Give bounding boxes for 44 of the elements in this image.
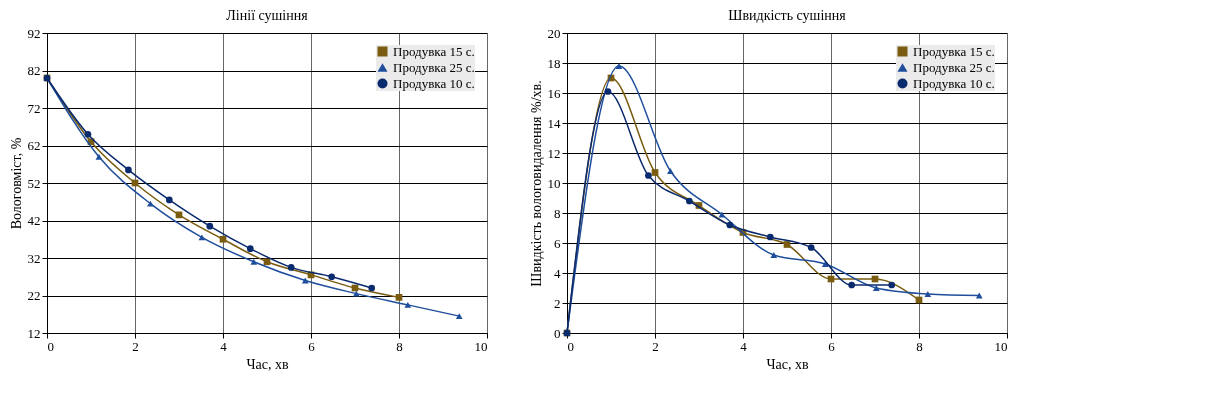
y-tick-label: 42 — [27, 213, 41, 228]
y-tick-label: 4 — [554, 265, 561, 281]
legend-label: Продувка 10 с. — [913, 75, 995, 91]
y-tick-label: 52 — [27, 175, 41, 191]
x-tick-label: 6 — [828, 338, 836, 354]
y-tick-label: 10 — [547, 175, 561, 191]
y-tick-label: 92 — [27, 25, 41, 41]
legend-label: Продувка 10 с. — [393, 75, 475, 91]
y-tick-label: 14 — [547, 115, 561, 131]
x-axis-title: Час, хв — [766, 356, 809, 372]
y-tick-label: 18 — [547, 55, 561, 71]
legend-label: Продувка 25 с. — [913, 59, 995, 75]
y-tick-label: 12 — [547, 145, 561, 161]
y-tick-label: 6 — [554, 235, 561, 251]
x-tick-label: 4 — [220, 338, 228, 354]
y-tick-label: 72 — [27, 100, 41, 116]
y-tick-label: 32 — [27, 250, 41, 266]
legend-label: Продувка 15 с. — [913, 43, 995, 59]
y-tick-label: 8 — [554, 205, 561, 221]
x-tick-label: 0 — [47, 338, 54, 354]
y-tick-label: 2 — [554, 295, 561, 311]
x-tick-label: 8 — [916, 338, 923, 354]
y-axis-title: Швидкість вологовидалення %/хв. — [528, 80, 544, 287]
legend-label: Продувка 15 с. — [393, 43, 475, 59]
y-tick-label: 12 — [27, 325, 41, 341]
x-tick-label: 8 — [396, 338, 403, 354]
y-axis-title: Вологовміст, % — [8, 137, 24, 230]
x-tick-label: 10 — [474, 338, 488, 354]
legend-label: Продувка 25 с. — [393, 59, 475, 75]
y-tick-label: 16 — [547, 85, 561, 101]
x-tick-label: 6 — [308, 338, 316, 354]
y-tick-label: 82 — [27, 63, 41, 78]
chart-title: Швидкість сушіння — [728, 8, 847, 23]
y-tick-label: 20 — [547, 25, 561, 41]
x-tick-label: 2 — [652, 338, 659, 354]
chart-title: Лінії сушіння — [226, 8, 309, 23]
y-tick-label: 62 — [27, 138, 41, 153]
x-tick-label: 10 — [994, 338, 1008, 354]
y-tick-label: 0 — [554, 325, 561, 341]
y-tick-label: 22 — [27, 288, 41, 303]
x-tick-label: 0 — [567, 338, 574, 354]
x-tick-label: 2 — [132, 338, 139, 354]
x-tick-label: 4 — [740, 338, 748, 354]
x-axis-title: Час, хв — [246, 356, 289, 372]
